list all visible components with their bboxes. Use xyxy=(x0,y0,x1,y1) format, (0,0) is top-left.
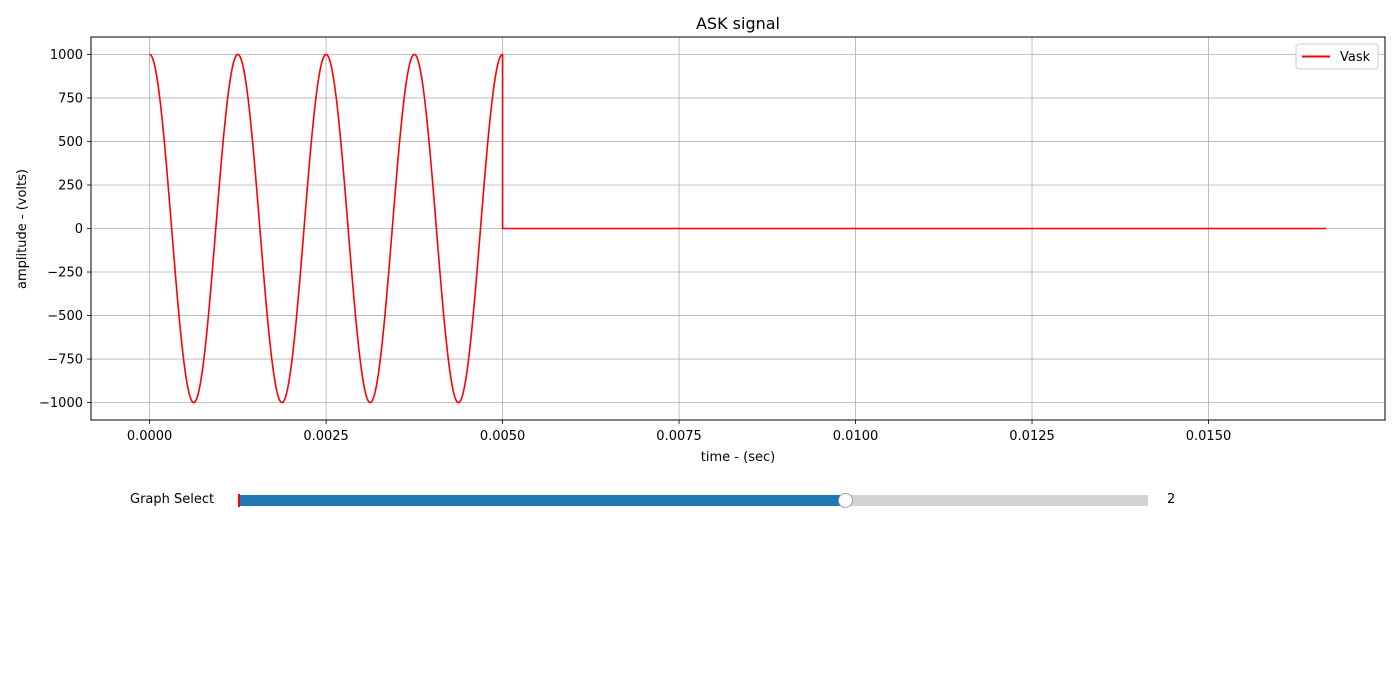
series-line-vask xyxy=(149,53,1327,404)
y-axis-label: amplitude - (volts) xyxy=(15,169,30,289)
y-tick-label: −500 xyxy=(47,309,83,324)
legend: Vask xyxy=(1295,43,1379,70)
graph-select-slider-row: Graph Select 2 xyxy=(0,485,1400,515)
x-tick-label: 0.0025 xyxy=(303,429,349,444)
y-tick-label: −250 xyxy=(47,266,83,281)
y-tick-label: 1000 xyxy=(50,48,83,63)
graph-select-slider-track[interactable] xyxy=(238,493,1148,508)
slider-fill xyxy=(238,495,845,506)
chart-title: ASK signal xyxy=(696,14,780,33)
x-tick-label: 0.0150 xyxy=(1186,429,1232,444)
grid xyxy=(91,37,1385,420)
x-tick-label: 0.0125 xyxy=(1009,429,1055,444)
x-axis-label: time - (sec) xyxy=(701,450,775,465)
y-tick-label: 500 xyxy=(58,135,83,150)
series-layer xyxy=(149,53,1327,404)
slider-initial-marker xyxy=(238,494,240,507)
legend-box xyxy=(1295,43,1379,70)
x-tick-label: 0.0050 xyxy=(480,429,526,444)
slider-label: Graph Select xyxy=(130,492,215,507)
x-tick-label: 0.0100 xyxy=(833,429,879,444)
y-tick-label: −1000 xyxy=(39,396,83,411)
slider-handle[interactable] xyxy=(837,493,853,508)
legend-label: Vask xyxy=(1340,50,1371,65)
y-tick-label: 250 xyxy=(58,178,83,193)
axes: 0.0000 0.0025 0.0050 0.0075 0.0100 0.0125 0.01… xyxy=(39,36,1386,444)
y-tick-label: −750 xyxy=(47,353,83,368)
ask-signal-chart: 0.0000 0.0025 0.0050 0.0075 0.0100 0.0125 0.01… xyxy=(15,14,1386,465)
y-tick-label: 750 xyxy=(58,91,83,106)
slider-value: 2 xyxy=(1167,492,1176,507)
x-tick-label: 0.0075 xyxy=(656,429,702,444)
y-tick-label: 0 xyxy=(75,222,83,237)
x-tick-label: 0.0000 xyxy=(127,429,173,444)
